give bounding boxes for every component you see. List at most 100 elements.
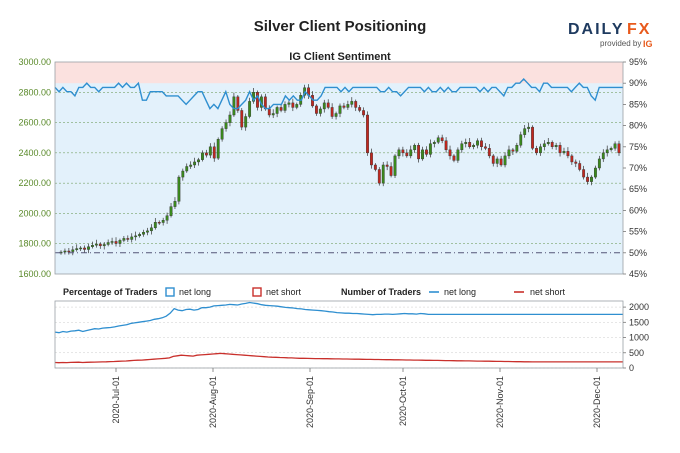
candle-body — [149, 227, 153, 232]
panel-subtitle: IG Client Sentiment — [289, 51, 391, 63]
candle-body — [244, 116, 248, 128]
candle-body — [527, 126, 531, 129]
candle-body — [440, 137, 444, 141]
candle-body — [256, 92, 259, 108]
candle-body — [582, 169, 586, 178]
candle-body — [499, 158, 503, 166]
price-tick-label: 3000.00 — [18, 57, 51, 67]
lower-legend: Percentage of Traders net long net short… — [63, 287, 566, 297]
candle-body — [287, 102, 291, 105]
candle-body — [295, 104, 299, 108]
candle-body — [169, 206, 173, 216]
traders-tick-label: 1000 — [629, 333, 649, 343]
candle-body — [550, 142, 554, 147]
candle-body — [605, 149, 609, 154]
candle-body — [358, 107, 362, 111]
pct-short-swatch — [252, 287, 262, 297]
dailyfx-logo: DAILY FX provided by IG — [568, 21, 653, 49]
price-tick-label: 2600.00 — [18, 118, 51, 128]
candle-body — [201, 152, 204, 160]
candle-body — [397, 149, 401, 157]
num-short-label: net short — [530, 287, 566, 297]
candle-body — [366, 114, 369, 154]
dailyfx-logo-fx: FX — [627, 21, 651, 38]
candle-body — [94, 243, 98, 246]
candle-body — [216, 139, 220, 159]
candle-body — [91, 245, 94, 247]
date-tick-label: 2020-Sep-01 — [305, 376, 315, 428]
candle-body — [476, 140, 479, 146]
candle-body — [283, 104, 287, 111]
candle-body — [354, 101, 358, 108]
candle-body — [448, 149, 452, 157]
candle-body — [334, 113, 338, 117]
candle-body — [212, 146, 216, 159]
candle-body — [487, 148, 491, 157]
candle-body — [126, 238, 130, 240]
candle-body — [413, 145, 417, 151]
candle-body — [197, 159, 200, 163]
candle-body — [279, 107, 283, 111]
candle-body — [515, 145, 519, 152]
candle-body — [110, 241, 114, 243]
candle-body — [185, 166, 189, 172]
num-long-label: net long — [444, 287, 476, 297]
candle-body — [436, 137, 440, 143]
candle-body — [102, 244, 106, 247]
chart-title: Silver Client Positioning — [254, 18, 427, 35]
percent-tick-label: 65% — [629, 184, 647, 194]
date-tick-label: 2020-Dec-01 — [592, 376, 602, 428]
candle-body — [507, 149, 511, 157]
percent-tick-label: 90% — [629, 78, 647, 88]
candle-body — [161, 220, 165, 223]
pct-long-label: net long — [179, 287, 211, 297]
candle-body — [432, 142, 436, 144]
traders-axis: 2000 1500 1000 500 0 — [623, 302, 649, 373]
candle-body — [421, 149, 424, 160]
dailyfx-logo-daily: DAILY — [568, 21, 625, 38]
candle-body — [456, 149, 460, 161]
candle-body — [546, 142, 550, 144]
candle-body — [385, 164, 389, 167]
candle-body — [271, 113, 275, 116]
net-long-traders-line — [54, 301, 623, 334]
candle-body — [193, 161, 197, 166]
percent-tick-label: 80% — [629, 121, 647, 131]
candle-body — [79, 247, 83, 250]
candle-body — [338, 105, 342, 114]
candle-body — [275, 107, 279, 114]
candle-body — [613, 143, 617, 149]
candle-body — [586, 176, 589, 182]
candle-body — [554, 145, 558, 148]
candle-body — [322, 102, 326, 110]
candle-body — [342, 105, 346, 108]
candle-body — [267, 108, 271, 116]
candle-body — [330, 107, 334, 117]
candle-body — [417, 145, 421, 160]
percent-tick-label: 55% — [629, 227, 647, 237]
candle-body — [597, 158, 601, 169]
percent-tick-label: 60% — [629, 205, 647, 215]
percent-tick-label: 50% — [629, 248, 647, 258]
percent-tick-label: 70% — [629, 163, 647, 173]
candle-body — [71, 249, 75, 252]
candle-body — [165, 215, 169, 221]
candle-body — [531, 126, 534, 149]
candle-body — [350, 101, 354, 105]
candle-body — [157, 222, 161, 224]
candle-body — [208, 146, 212, 156]
candle-body — [495, 158, 499, 164]
candle-body — [224, 122, 228, 129]
percent-tick-label: 95% — [629, 57, 647, 67]
candle-body — [106, 242, 110, 245]
candle-body — [362, 110, 365, 116]
candle-body — [248, 101, 252, 117]
candle-body — [425, 149, 428, 155]
candle-body — [503, 155, 507, 166]
number-of-traders-label: Number of Traders — [341, 287, 421, 297]
candle-body — [98, 243, 102, 247]
price-tick-label: 2000.00 — [18, 208, 51, 218]
date-tick-label: 2020-Oct-01 — [398, 376, 408, 426]
upper-grid — [55, 91, 623, 245]
